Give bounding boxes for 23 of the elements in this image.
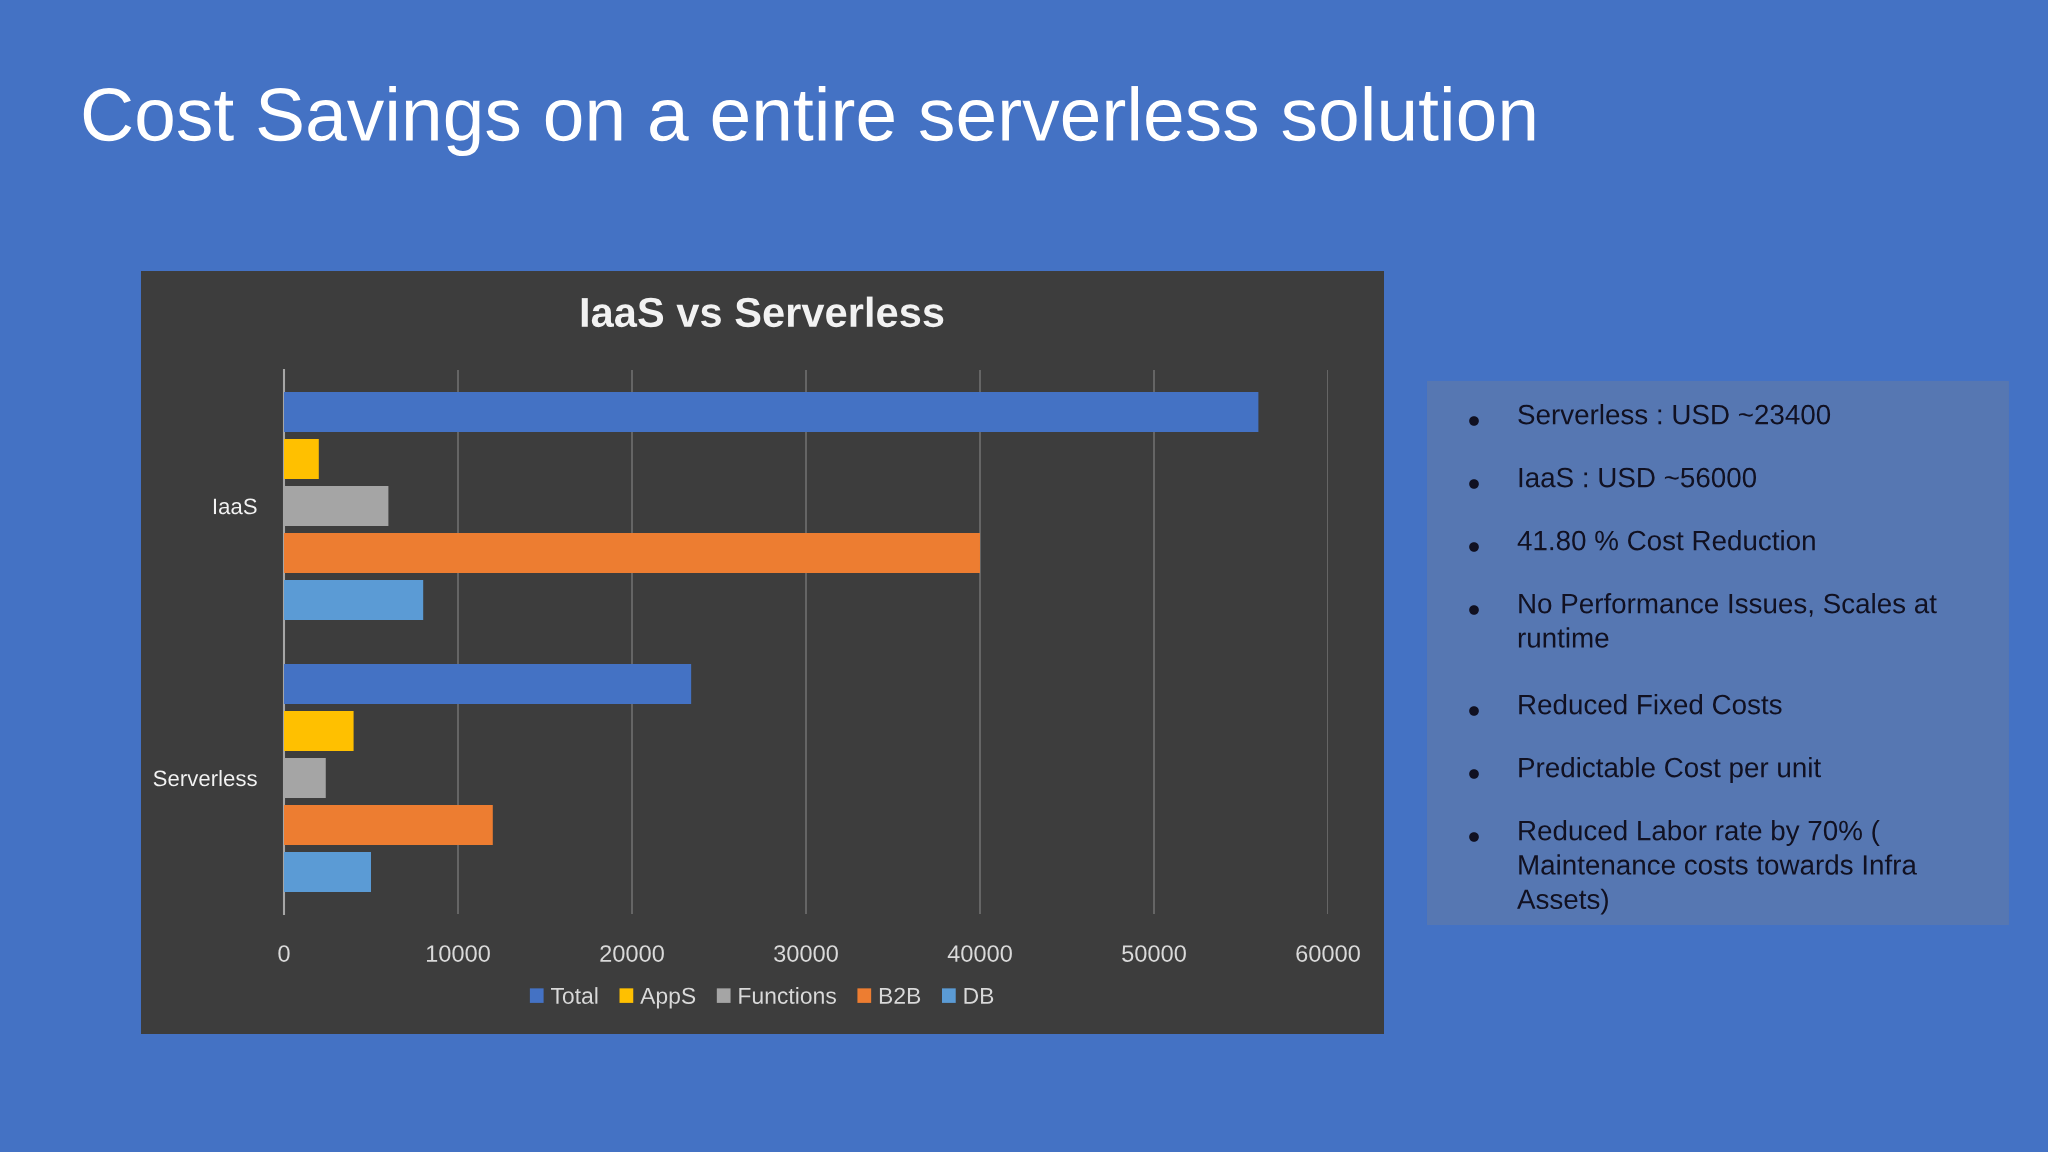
text: No Performance Issues, Scales at runtime <box>1518 593 1937 648</box>
x-tick-label: 20000 <box>600 945 664 962</box>
text: Serverless : USD ~23400 <box>1518 404 1831 425</box>
chart-title: Cost Savings on a entire serverless solution <box>83 86 1535 156</box>
x-tick-label: 40000 <box>947 945 1012 962</box>
legend-label: Functions <box>739 987 836 1004</box>
x-tick-label: 10000 <box>426 945 490 962</box>
y-tick-label: IaaS <box>213 498 257 515</box>
x-tick-label: 50000 <box>1122 945 1186 962</box>
text: Reduced Fixed Costs <box>1519 694 1782 715</box>
legend-label: Total <box>551 987 598 1004</box>
y-tick-label: Serverless <box>153 769 257 787</box>
legend-label: DB <box>964 987 994 1004</box>
x-tick-label: 0 <box>278 945 290 962</box>
text: Reduced Labor rate by 70% ( Maintenance costs towards Infra Assets) <box>1517 820 1917 915</box>
x-tick-label: 30000 <box>774 945 838 962</box>
legend-label: AppS <box>640 987 696 1009</box>
chart-subtitle: IaaS vs Serverless <box>581 296 944 328</box>
text: Predictable Cost per unit <box>1519 757 1821 783</box>
text: 41.80 % Cost Reduction <box>1517 530 1815 551</box>
text: IaaS : USD ~56000 <box>1519 467 1757 488</box>
x-tick-label: 60000 <box>1296 945 1360 962</box>
legend-label: B2B <box>879 987 921 1004</box>
